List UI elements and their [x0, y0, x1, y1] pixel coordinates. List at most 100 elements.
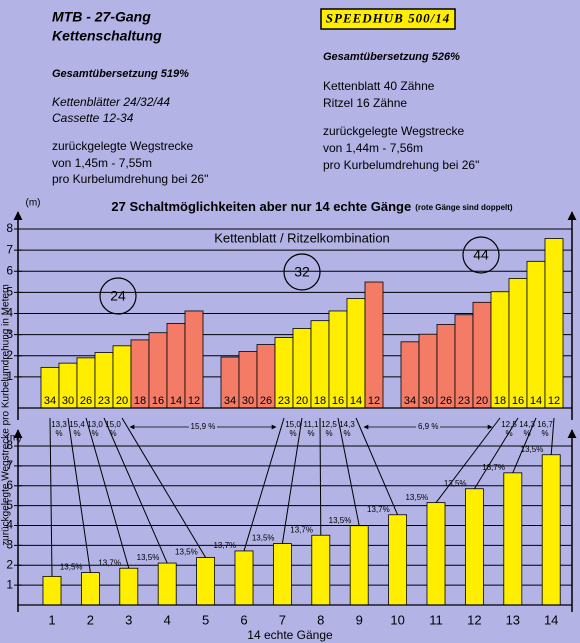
y-tick-label: 2: [6, 557, 13, 571]
bar: [541, 454, 561, 606]
x-tick-label: 10: [390, 612, 404, 627]
sprocket-label: 23: [98, 395, 110, 407]
sprocket-label: 14: [170, 395, 182, 407]
step-label: 13,5%: [405, 493, 428, 502]
sprocket-label: 26: [260, 395, 272, 407]
step-label: 13,5%: [175, 548, 198, 557]
bar: [119, 567, 139, 606]
left-title: MTB - 27-Gang: [52, 9, 151, 25]
connector: [121, 417, 207, 558]
y-tick-label: 7: [6, 242, 13, 256]
right-sprocket: Ritzel 16 Zähne: [323, 96, 407, 110]
y-tick-label: 4: [6, 306, 13, 320]
x-tick-label: 3: [125, 612, 132, 627]
sprocket-label: 18: [494, 395, 506, 407]
y-unit: (m): [7, 433, 22, 444]
bar: [544, 238, 564, 409]
y-tick-label: 6: [6, 478, 13, 492]
bar: [426, 502, 446, 606]
bar: [464, 488, 484, 606]
y-tick-label: 2: [6, 348, 13, 362]
connector: [319, 417, 322, 536]
y-tick-label: 1: [6, 369, 13, 383]
bar: [272, 543, 292, 606]
y-tick-label: 8: [6, 221, 13, 235]
left-total: Gesamtübersetzung 519%: [52, 68, 189, 80]
bar: [472, 301, 492, 409]
y-axis-label: zurückgelegte Wegstrecke pro Kurbelumdre…: [1, 284, 12, 546]
x-tick-label: 11: [429, 612, 443, 627]
sprocket-label: 12: [368, 395, 380, 407]
connector: [67, 417, 91, 573]
subtitle: Kettenblatt / Ritzelkombination: [214, 230, 390, 245]
connector: [103, 417, 168, 564]
sprocket-label: 34: [404, 395, 416, 407]
step-label: 13,7%: [367, 505, 390, 514]
bar: [234, 550, 254, 606]
bar: [349, 525, 369, 606]
y-tick-label: 7: [6, 458, 13, 472]
x-tick-label: 12: [467, 612, 481, 627]
step-label: 13,7%: [98, 558, 121, 567]
bar: [42, 575, 62, 606]
step-label: 13,7%: [213, 541, 236, 550]
right-distance: pro Kurbelumdrehung bei 26": [323, 158, 479, 172]
connector: [473, 417, 519, 489]
x-tick-label: 4: [164, 612, 171, 627]
x-axis-label: 14 echte Gänge: [247, 628, 333, 642]
x-tick-label: 6: [240, 612, 247, 627]
x-tick-label: 8: [317, 612, 324, 627]
bar: [490, 291, 510, 409]
y-tick-label: 5: [6, 498, 13, 512]
right-chainring: Kettenblatt 40 Zähne: [323, 79, 435, 93]
title: 27 Schaltmöglichkeiten aber nur 14 echte…: [111, 199, 411, 214]
step-label: 13,7%: [482, 463, 505, 472]
sprocket-label: 30: [242, 395, 254, 407]
ratio-label: 12,5 %: [321, 420, 337, 438]
bar: [81, 572, 100, 606]
connector: [85, 417, 130, 569]
y-tick-label: 8: [6, 438, 13, 452]
sprocket-label: 26: [80, 395, 92, 407]
group-label: 44: [473, 247, 489, 263]
left-subtitle: Kettenschaltung: [52, 28, 162, 44]
y-tick-label: 4: [6, 518, 13, 532]
sprocket-label: 16: [512, 395, 524, 407]
bar: [157, 562, 177, 606]
right-distance: von 1,44m - 7,56m: [323, 141, 423, 155]
bar: [311, 534, 331, 606]
bar: [364, 281, 384, 409]
ratio-label: 12,5 %: [501, 420, 517, 438]
ratio-label: 13,3 %: [51, 420, 67, 438]
step-label: 13,5%: [329, 516, 352, 525]
x-tick-label: 14: [544, 612, 558, 627]
x-tick-label: 1: [48, 612, 55, 627]
connector: [243, 417, 285, 552]
ratio-label: 14,3 %: [339, 420, 355, 438]
sprocket-label: 20: [476, 395, 488, 407]
sprocket-label: 18: [134, 395, 146, 407]
left-distance: von 1,45m - 7,55m: [52, 156, 152, 170]
ratio-label: 16,7 %: [537, 420, 553, 438]
step-label: 13,5%: [521, 445, 544, 454]
left-distance: pro Kurbelumdrehung bei 26": [52, 172, 208, 186]
step-label: 13,5%: [444, 479, 467, 488]
ratio-label: 6,9 %: [416, 422, 441, 431]
sprocket-label: 30: [62, 395, 74, 407]
sprocket-label: 23: [278, 395, 290, 407]
logo-box: [320, 8, 456, 30]
sprocket-label: 20: [116, 395, 128, 407]
sprocket-label: 18: [314, 395, 326, 407]
ratio-label: 15,4 %: [69, 420, 85, 438]
x-tick-label: 5: [202, 612, 209, 627]
connector: [512, 417, 537, 474]
sprocket-label: 16: [332, 395, 344, 407]
bar: [526, 260, 546, 409]
ratio-label: 14,3 %: [519, 420, 535, 438]
bar: [196, 557, 216, 606]
left-cassette: Cassette 12-34: [52, 111, 134, 125]
left-chainrings: Kettenblätter 24/32/44: [52, 95, 170, 109]
connector: [355, 417, 399, 515]
x-tick-label: 7: [279, 612, 286, 627]
